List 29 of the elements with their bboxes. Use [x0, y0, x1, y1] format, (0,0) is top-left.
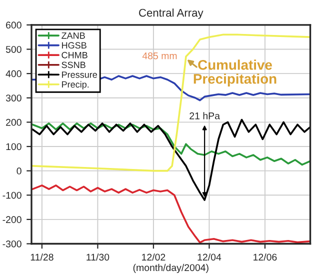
x-tick-label: 12/04 [198, 253, 222, 261]
y-tick-label: -300 [2, 240, 22, 248]
line-series [32, 34, 310, 172]
x-axis-title: (month/day/2004) [133, 264, 208, 273]
y-tick-label: 300 [6, 94, 22, 102]
y-tick-label: 400 [6, 70, 22, 78]
line-series [32, 122, 310, 166]
x-tick-label: 11/30 [86, 253, 110, 261]
annotation: 21 hPa [190, 112, 220, 120]
x-tick-label: 12/06 [254, 253, 277, 261]
x-tick-label: 11/28 [30, 253, 54, 261]
legend-label: ZANB [62, 32, 85, 39]
y-tick-label: 200 [6, 118, 22, 126]
y-tick-label: 100 [6, 143, 22, 150]
legend-label: CHMB [62, 52, 88, 58]
line-series [32, 118, 310, 201]
annotation: Cumulative Precipitation [194, 60, 276, 87]
legend-label: SSNB [62, 62, 86, 68]
legend-label: Pressure [62, 72, 98, 78]
chart-title: Central Array [139, 8, 204, 19]
y-tick-label: 500 [6, 46, 22, 53]
x-tick-label: 12/02 [142, 253, 166, 261]
y-tick-label: -200 [2, 216, 22, 224]
y-tick-label: -100 [2, 192, 22, 199]
legend-label: HGSB [62, 42, 86, 49]
y-tick-label: 600 [6, 22, 22, 29]
y-tick-label: 0 [16, 168, 22, 174]
legend-label: Precip. [62, 81, 89, 90]
annotation: 485 mm [142, 52, 177, 60]
